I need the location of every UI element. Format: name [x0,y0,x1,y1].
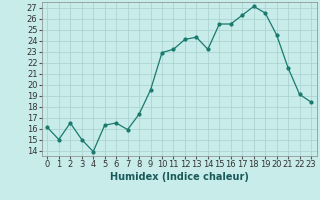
X-axis label: Humidex (Indice chaleur): Humidex (Indice chaleur) [110,172,249,182]
